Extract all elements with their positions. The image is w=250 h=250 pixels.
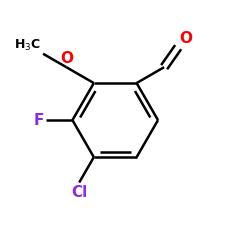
Text: O: O — [179, 31, 192, 46]
Text: H$_3$C: H$_3$C — [14, 38, 40, 52]
Text: Cl: Cl — [71, 184, 87, 200]
Text: F: F — [34, 112, 44, 128]
Text: O: O — [60, 51, 73, 66]
